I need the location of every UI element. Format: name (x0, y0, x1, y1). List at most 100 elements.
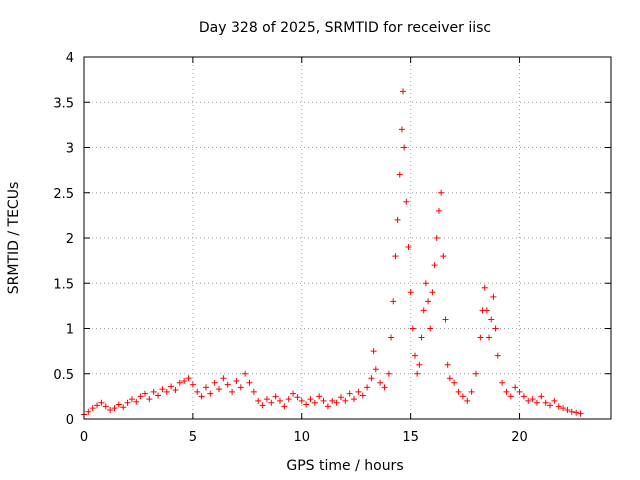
data-point (351, 396, 358, 403)
y-tick-label: 1.5 (53, 277, 74, 292)
data-point (538, 393, 545, 400)
y-tick-labels: 0 0.5 1 1.5 2 2.5 3 3.5 4 (53, 51, 74, 428)
data-point (560, 405, 567, 412)
data-point (320, 397, 327, 404)
data-point (490, 293, 497, 300)
x-tick-label: 0 (80, 430, 88, 445)
data-point (396, 171, 403, 178)
data-point (429, 289, 436, 296)
x-tick-label: 15 (402, 430, 419, 445)
data-point (446, 375, 453, 382)
data-point (128, 396, 135, 403)
data-point (529, 396, 536, 403)
data-point (368, 375, 375, 382)
data-point (268, 399, 275, 406)
data-point (425, 298, 432, 305)
data-point (168, 383, 175, 390)
data-point (427, 325, 434, 332)
data-point (516, 388, 523, 395)
data-point (111, 405, 118, 412)
data-point (311, 399, 318, 406)
data-point (481, 284, 488, 291)
data-point (564, 406, 571, 413)
y-tick-label: 2 (66, 232, 74, 247)
data-point (211, 379, 218, 386)
data-point (276, 397, 283, 404)
data-point (547, 402, 554, 409)
data-point (477, 334, 484, 341)
data-point (150, 388, 157, 395)
data-point (507, 393, 514, 400)
chart-title: Day 328 of 2025, SRMTID for receiver iis… (199, 20, 491, 36)
data-point (377, 379, 384, 386)
data-point (433, 235, 440, 241)
data-point (435, 207, 442, 214)
data-point (442, 316, 449, 323)
data-point (290, 390, 297, 397)
data-point (533, 399, 540, 406)
data-point (185, 375, 192, 382)
data-point (438, 189, 445, 196)
data-point (202, 384, 209, 391)
data-point (163, 388, 170, 395)
data-point (307, 396, 314, 403)
data-point (390, 298, 397, 305)
data-point (499, 379, 506, 386)
data-point (551, 397, 558, 404)
data-point (89, 405, 96, 412)
data-point (216, 386, 223, 393)
x-tick-label: 20 (511, 430, 528, 445)
data-points (81, 88, 584, 418)
axis-ticks (83, 56, 611, 420)
data-point (316, 393, 323, 400)
data-point (207, 390, 214, 397)
data-point (381, 384, 388, 391)
data-point (342, 397, 349, 404)
data-point (303, 401, 310, 408)
data-point (464, 397, 471, 404)
data-point (483, 307, 490, 314)
x-tick-label: 10 (293, 430, 310, 445)
data-point (459, 393, 466, 400)
data-point (409, 325, 416, 332)
data-point (141, 390, 148, 397)
data-point (420, 307, 427, 314)
data-point (220, 375, 227, 382)
data-point (98, 399, 105, 406)
y-tick-label: 2.5 (53, 187, 74, 202)
data-point (400, 88, 407, 95)
data-point (577, 410, 584, 417)
grid-lines (84, 57, 611, 419)
data-point (372, 366, 379, 373)
x-tick-label: 5 (189, 430, 197, 445)
y-axis-label: SRMTID / TECUs (6, 182, 22, 295)
y-tick-label: 0 (66, 413, 74, 428)
data-point (364, 384, 371, 391)
data-point (281, 403, 288, 410)
data-point (146, 396, 153, 403)
data-point (440, 253, 447, 260)
data-point (124, 399, 131, 406)
x-axis-label: GPS time / hours (286, 458, 403, 474)
data-point (263, 396, 270, 403)
data-point (401, 144, 408, 151)
data-point (568, 408, 575, 415)
data-point (155, 392, 162, 399)
data-point (224, 381, 231, 388)
data-point (194, 388, 201, 395)
data-point (346, 390, 353, 397)
data-point (137, 393, 144, 400)
data-point (542, 399, 549, 406)
data-point (237, 384, 244, 391)
data-point (416, 361, 423, 368)
data-point (250, 388, 257, 395)
data-point (359, 392, 366, 399)
data-point (503, 388, 510, 395)
data-point (455, 388, 462, 395)
y-tick-label: 1 (66, 323, 74, 338)
data-point (512, 384, 519, 391)
data-point (85, 408, 92, 415)
data-point (272, 393, 279, 400)
data-point (394, 216, 401, 223)
